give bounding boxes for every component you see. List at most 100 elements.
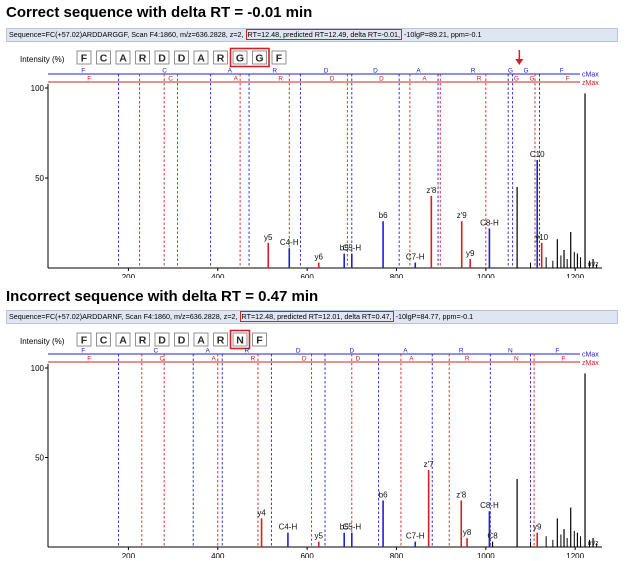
peak-label: C8-H xyxy=(480,218,499,227)
sequence-residue-box xyxy=(193,50,209,65)
ladder-residue-top: C xyxy=(154,348,159,355)
sequence-residue: A xyxy=(119,335,127,347)
ladder-residue-top: A xyxy=(416,68,421,75)
peak-label: C8-H xyxy=(480,501,499,510)
rt-highlight-box: RT=12.48, predicted RT=12.01, delta RT=0… xyxy=(239,311,394,322)
ladder-residue-top: G xyxy=(524,68,529,75)
sequence-residue-box xyxy=(232,50,248,65)
sequence-residue: F xyxy=(256,335,263,347)
ladder-residue-bottom: F xyxy=(87,76,91,83)
sequence-residue-box xyxy=(193,332,209,347)
sequence-residue: F xyxy=(81,53,88,65)
sequence-residue: G xyxy=(236,53,244,65)
ladder-residue-top: A xyxy=(228,68,233,75)
ladder-residue-bottom: A xyxy=(234,76,239,83)
sequence-residue: A xyxy=(197,335,205,347)
x-tick-label: 800 xyxy=(390,273,404,278)
ladder-label-top: cMax xyxy=(582,352,599,359)
sequence-residue: R xyxy=(217,53,225,65)
ladder-label-bottom: zMax xyxy=(582,360,599,367)
ladder-residue-bottom: F xyxy=(561,356,565,363)
peak-label: y5 xyxy=(264,233,273,242)
sequence-residue: A xyxy=(119,53,127,65)
ladder-residue-top: D xyxy=(324,68,329,75)
sequence-residue: N xyxy=(236,335,244,347)
panel-title-incorrect: Incorrect sequence with delta RT = 0.47 … xyxy=(6,288,319,305)
sequence-residue: D xyxy=(178,335,186,347)
psm-header-incorrect: Sequence=FC(+57.02)ARDDARNF, Scan F4:186… xyxy=(6,310,618,324)
ladder-residue-top: F xyxy=(560,68,564,75)
ladder-residue-bottom: D xyxy=(355,356,360,363)
peak-label: b6 xyxy=(379,490,388,499)
sequence-residue: D xyxy=(158,335,166,347)
sequence-residue-box xyxy=(213,332,228,347)
sequence-residue-box xyxy=(115,50,131,65)
x-tick-label: 600 xyxy=(300,552,314,558)
y-tick-label: 50 xyxy=(35,174,44,183)
x-tick-label: 1000 xyxy=(477,552,495,558)
spectrum-chart-correct: Intensity (%) F C A R D D A R G G FcMaxzMaxFFCCAARR… xyxy=(20,47,602,278)
y-axis-label: Intensity (%) xyxy=(20,337,65,346)
sequence-residue: C xyxy=(100,53,108,65)
peak-label: C10 xyxy=(530,150,545,159)
sequence-residue-box xyxy=(271,50,287,65)
ladder-residue-bottom: D xyxy=(302,356,307,363)
x-tick-label: 1200 xyxy=(566,273,584,278)
peak-label: C7-H xyxy=(406,532,425,541)
ladder-residue-bottom: R xyxy=(278,76,283,83)
ladder-residue-top: A xyxy=(206,348,211,355)
ladder-residue-bottom: R xyxy=(465,356,470,363)
peak-label: b5 xyxy=(340,244,349,253)
x-tick-label: 600 xyxy=(300,273,314,278)
ladder-residue-top: D xyxy=(349,348,354,355)
y-tick-label: 100 xyxy=(31,364,45,373)
sequence-residue: G xyxy=(255,53,263,65)
peak-label: C5-H xyxy=(342,244,361,253)
header-suffix: -10lgP=89.21, ppm=-0.1 xyxy=(403,30,482,39)
residue-highlight-box xyxy=(229,47,270,68)
sequence-residue-box xyxy=(96,332,111,347)
ladder-residue-top: F xyxy=(81,348,85,355)
sequence-residue-box xyxy=(232,332,248,347)
sequence-residue: F xyxy=(276,53,283,65)
ladder-residue-bottom: F xyxy=(566,76,570,83)
ladder-residue-bottom: A xyxy=(212,356,217,363)
ladder-residue-top: A xyxy=(403,348,408,355)
peak-label: y9 xyxy=(533,523,542,532)
ladder-residue-bottom: D xyxy=(330,76,335,83)
sequence-residue-box xyxy=(154,332,170,347)
peak-label: C4-H xyxy=(279,523,298,532)
ladder-residue-bottom: F xyxy=(87,356,91,363)
peak-label: C8 xyxy=(487,532,498,541)
peak-label: y6 xyxy=(315,253,324,262)
peak-label: y5 xyxy=(315,532,324,541)
ladder-residue-bottom: C xyxy=(168,76,173,83)
peak-label: y8 xyxy=(463,528,472,537)
peak-label: y4 xyxy=(257,508,266,517)
ladder-residue-bottom: G xyxy=(514,76,519,83)
peak-label: y9 xyxy=(466,249,475,258)
ladder-residue-top: R xyxy=(459,348,464,355)
sequence-residue-box xyxy=(76,50,92,65)
panel-title-correct: Correct sequence with delta RT = -0.01 m… xyxy=(6,4,313,21)
sequence-residue: C xyxy=(100,335,108,347)
x-tick-label: 400 xyxy=(211,273,225,278)
header-suffix: -10lgP=84.77, ppm=-0.1 xyxy=(395,312,474,321)
ladder-residue-top: C xyxy=(162,68,167,75)
sequence-residue-box xyxy=(76,332,92,347)
x-tick-label: 1000 xyxy=(477,273,495,278)
y-tick-label: 50 xyxy=(35,454,44,463)
ladder-residue-bottom: R xyxy=(477,76,482,83)
y-tick-label: 100 xyxy=(31,84,45,93)
x-tick-label: 200 xyxy=(122,273,136,278)
rt-highlight-box: RT=12.48, predicted RT=12.49, delta RT=-… xyxy=(245,29,402,40)
sequence-residue: R xyxy=(217,335,225,347)
peak-label: C7-H xyxy=(406,253,425,262)
peak-label: b6 xyxy=(379,211,388,220)
sequence-residue: D xyxy=(158,53,166,65)
ladder-residue-top: R xyxy=(244,348,249,355)
peak-label: C5-H xyxy=(342,523,361,532)
sequence-residue-box xyxy=(174,50,189,65)
x-tick-label: 1200 xyxy=(566,552,584,558)
sequence-residue-box xyxy=(252,50,267,65)
